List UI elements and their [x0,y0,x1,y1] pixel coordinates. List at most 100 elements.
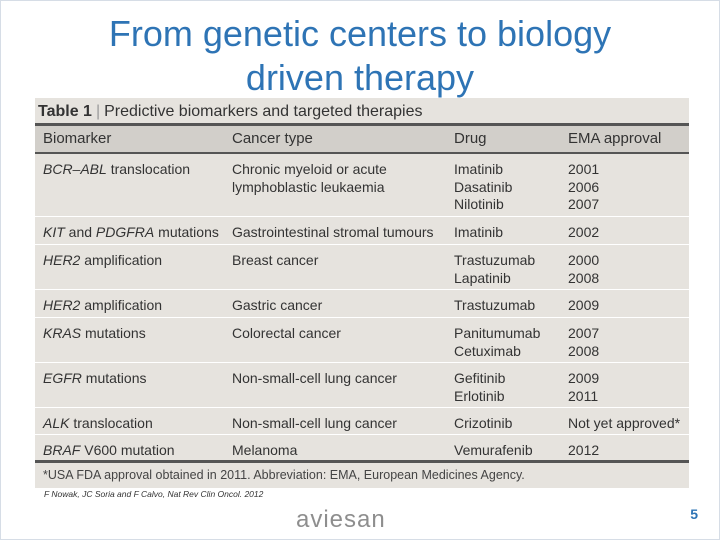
table-row: KRAS mutations Colorectal cancer Panitum… [35,318,689,362]
row-divider [35,434,689,435]
gene-name: EGFR [43,370,82,386]
cell-drug: Crizotinib [454,415,513,431]
title-line-2: driven therapy [245,57,475,98]
cell-cancer-type: Gastrointestinal stromal tumours [232,224,434,240]
cell-cancer-type: Chronic myeloid or acute lymphoblastic le… [232,161,387,196]
drug-line: Cetuximab [454,342,521,359]
alteration-text: mutations [81,325,146,341]
table-row: KIT and PDGFRA mutations Gastrointestina… [35,217,689,244]
cell-biomarker: EGFR mutations [43,370,146,388]
alteration-text: mutations [81,370,147,386]
header-ema-approval: EMA approval [568,130,662,147]
cell-drug: Vemurafenib [454,442,533,458]
drug-line: Lapatinib [454,269,511,286]
cell-approval: 2009 2011 [568,370,599,405]
cell-biomarker: KRAS mutations [43,325,146,343]
cell-cancer-type: Non-small-cell lung cancer [232,370,397,386]
cell-drug: Imatinib Dasatinib Nilotinib [454,161,512,214]
alteration-text: amplification [80,297,163,313]
gene-name: KIT [43,224,65,240]
drug-line: Gefitinib [454,370,506,386]
drug-line: Trastuzumab [454,252,536,268]
gene-name: HER2 [43,297,81,313]
table-row: EGFR mutations Non-small-cell lung cance… [35,363,689,407]
table-row: HER2 amplification Gastric cancer Trastu… [35,290,689,317]
drug-line: Nilotinib [454,196,504,212]
alteration-text: V600 mutation [80,442,175,458]
cell-biomarker: BCR–ABL translocation [43,161,190,179]
cell-drug: Trastuzumab [454,297,536,313]
gene-name: BRAF [43,442,81,458]
slide-title: From genetic centers to biology driven t… [20,12,700,100]
cell-drug: Gefitinib Erlotinib [454,370,505,405]
table-caption: Table 1 | Predictive biomarkers and target… [38,100,423,123]
table-row: BRAF V600 mutation Melanoma Vemurafenib … [35,435,689,460]
cell-approval: 2001 2006 2007 [568,161,599,214]
cell-drug: Panitumumab Cetuximab [454,325,540,360]
cancer-line: Chronic myeloid or acute [232,161,387,177]
approval-line: 2008 [568,269,600,286]
row-divider [35,216,689,217]
approval-line: 2006 [568,178,600,195]
approval-line: 2007 [568,196,600,212]
table-caption-number: Table 1 [38,103,92,120]
cell-cancer-type: Melanoma [232,442,298,458]
approval-line: 2008 [568,342,600,359]
alteration-text: translocation [106,161,191,177]
logo-text: aviesan [296,506,386,533]
aviesan-logo: aviesan [296,506,426,534]
source-citation: F Nowak, JC Soria and F Calvo, Nat Rev C… [44,489,264,499]
cancer-line: lymphoblastic leukaemia [232,178,385,195]
cell-cancer-type: Colorectal cancer [232,325,341,341]
row-divider [35,289,689,290]
cell-drug: Imatinib [454,224,504,240]
cell-biomarker: HER2 amplification [43,297,162,315]
gene-name: ALK [43,415,70,431]
approval-line: 2007 [568,325,600,341]
cell-cancer-type: Non-small-cell lung cancer [232,415,397,431]
alteration-text: amplification [80,252,163,268]
header-cancer-type: Cancer type [232,130,313,147]
table-caption-text: Predictive biomarkers and targeted thera… [104,103,423,120]
cell-approval: 2012 [568,442,600,458]
cell-approval: Not yet approved* [568,415,681,431]
table-header-row: Biomarker Cancer type Drug EMA approval [35,126,689,154]
approval-line: 2011 [568,387,599,404]
cell-biomarker: KIT and PDGFRA mutations [43,224,219,242]
alteration-text: and [64,224,96,240]
cell-cancer-type: Gastric cancer [232,297,323,313]
approval-line: 2000 [568,252,600,268]
drug-line: Erlotinib [454,387,505,404]
table-caption-separator: | [95,103,101,120]
cell-approval: 2007 2008 [568,325,599,360]
gene-name: KRAS [43,325,82,341]
table-row: ALK translocation Non-small-cell lung ca… [35,408,689,434]
header-biomarker: Biomarker [43,130,112,147]
cell-approval: 2009 [568,297,600,313]
gene-name: BCR–ABL [43,161,107,177]
drug-line: Imatinib [454,161,504,177]
title-line-1: From genetic centers to biology [108,13,612,54]
gene-name: HER2 [43,252,81,268]
cell-cancer-type: Breast cancer [232,252,319,268]
cell-approval: 2000 2008 [568,252,599,287]
approval-line: 2001 [568,161,600,177]
table-row: BCR–ABL translocation Chronic myeloid or… [35,154,689,216]
table-row: HER2 amplification Breast cancer Trastuz… [35,245,689,289]
row-divider [35,407,689,408]
header-drug: Drug [454,130,487,147]
approval-line: 2009 [568,370,600,386]
drug-line: Dasatinib [454,178,513,195]
biomarker-table: Table 1 | Predictive biomarkers and target… [35,98,689,488]
gene-name: PDGFRA [95,224,155,240]
cell-approval: 2002 [568,224,600,240]
cell-biomarker: ALK translocation [43,415,153,433]
alteration-text: mutations [154,224,219,240]
cell-biomarker: HER2 amplification [43,252,162,270]
table-top-rule [35,123,689,126]
row-divider [35,244,689,245]
table-bottom-rule [35,460,689,463]
cell-drug: Trastuzumab Lapatinib [454,252,535,287]
alteration-text: translocation [69,415,153,431]
cell-biomarker: BRAF V600 mutation [43,442,175,460]
